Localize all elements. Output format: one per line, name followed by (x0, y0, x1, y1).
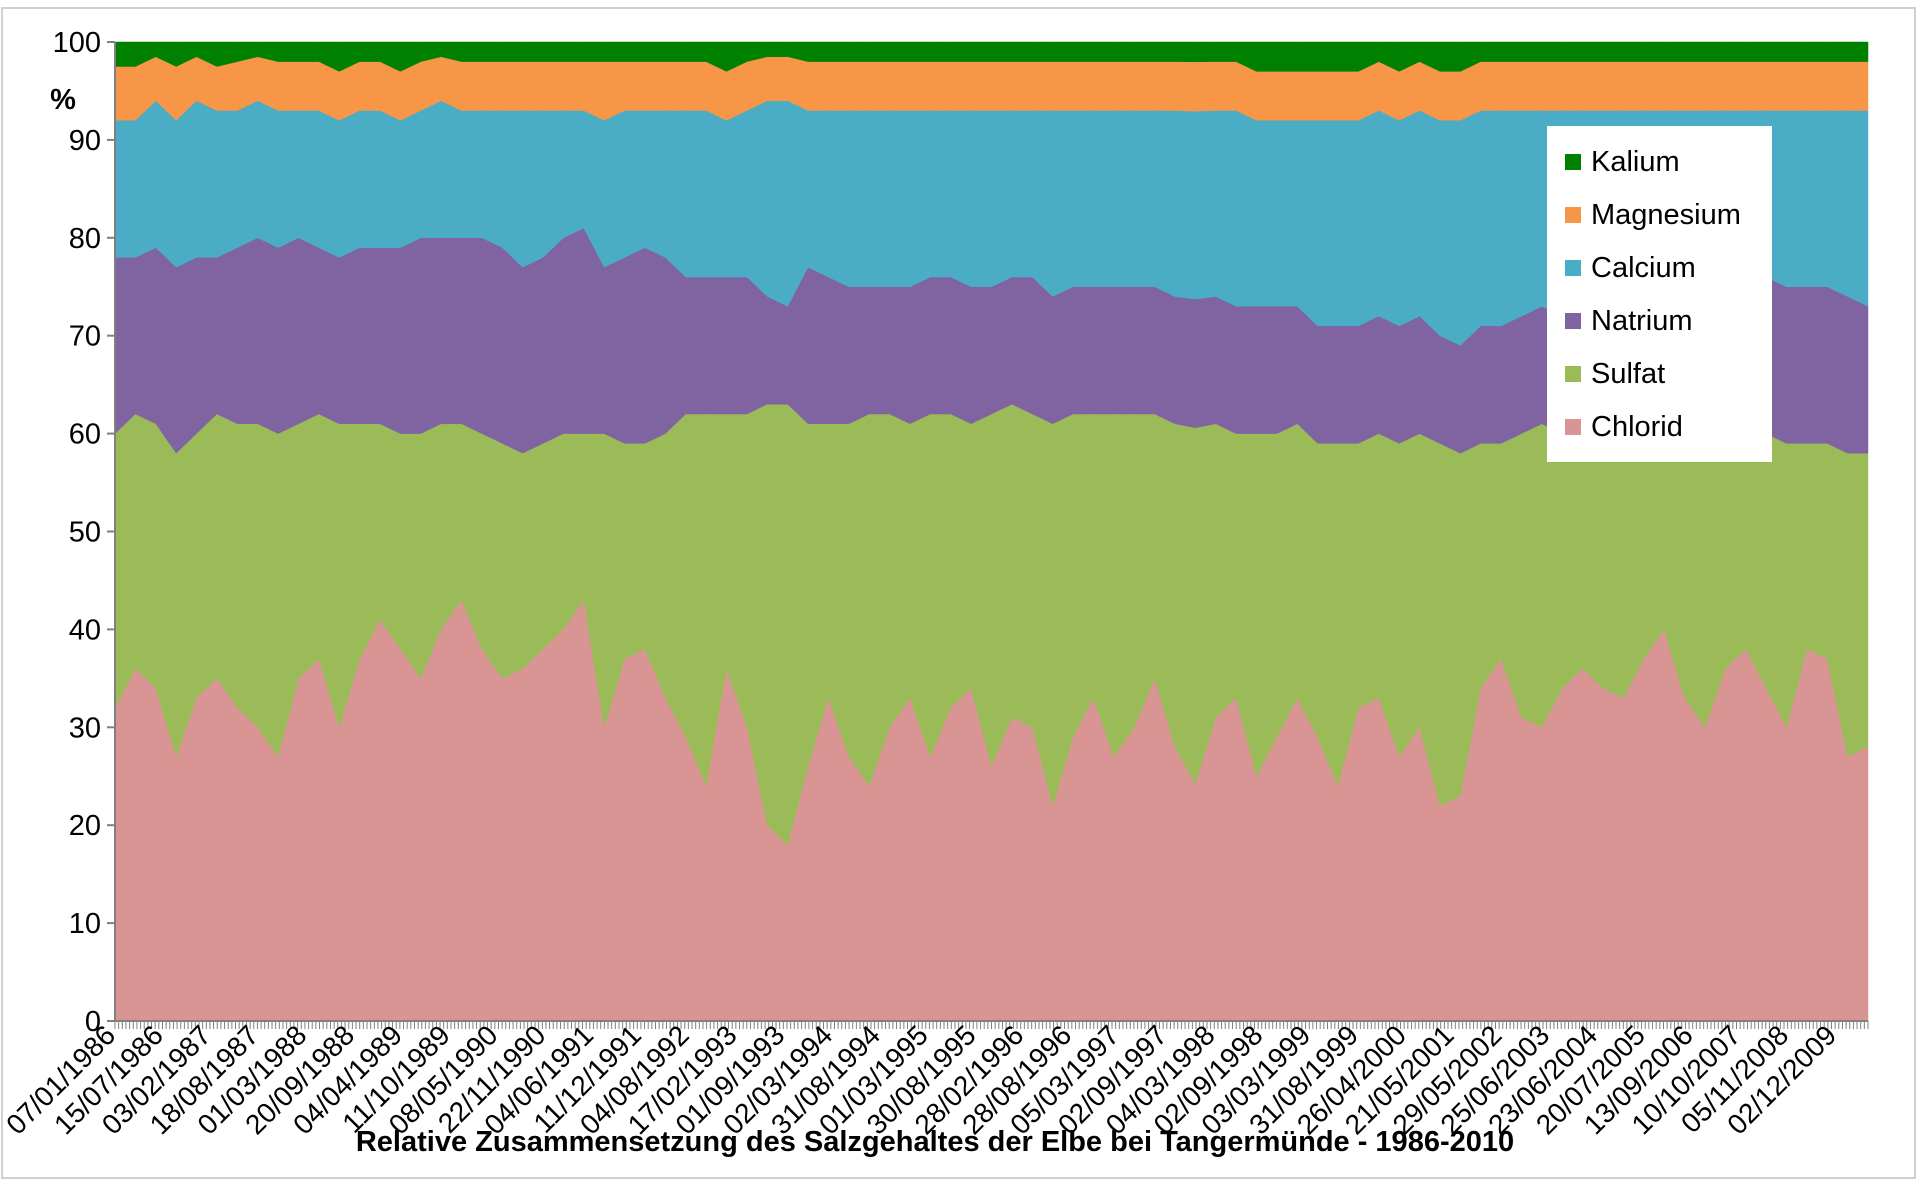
y-axis-label: % (50, 84, 76, 116)
y-tick-label: 40 (69, 614, 101, 646)
legend-label: Chlorid (1591, 410, 1683, 443)
legend-swatch (1565, 366, 1581, 382)
legend-item-magnesium: Magnesium (1565, 197, 1741, 233)
y-tick-label: 30 (69, 712, 101, 744)
legend: Kalium Magnesium Calcium Natrium Sulfat Chlor… (1547, 126, 1772, 462)
legend-item-natrium: Natrium (1565, 303, 1693, 339)
y-tick-label: 50 (69, 517, 101, 549)
legend-label: Magnesium (1591, 198, 1741, 231)
y-tick-label: 20 (69, 810, 101, 842)
y-tick-label: 60 (69, 419, 101, 451)
legend-swatch (1565, 154, 1581, 170)
y-tick-label: 70 (69, 321, 101, 353)
y-tick-label: 0 (85, 1006, 101, 1038)
y-tick-label: 80 (69, 223, 101, 255)
y-tick-label: 100 (53, 27, 101, 59)
legend-item-calcium: Calcium (1565, 250, 1696, 286)
x-tick-labels: 07/01/198615/07/198603/02/198718/08/1987… (0, 1019, 1842, 1140)
legend-swatch (1565, 313, 1581, 329)
y-tick-label: 90 (69, 125, 101, 157)
legend-label: Kalium (1591, 145, 1680, 178)
legend-label: Natrium (1591, 304, 1693, 337)
legend-item-kalium: Kalium (1565, 144, 1680, 180)
legend-item-sulfat: Sulfat (1565, 356, 1665, 392)
legend-swatch (1565, 419, 1581, 435)
y-tick-label: 10 (69, 908, 101, 940)
area-series-kalium (114, 41, 1869, 72)
legend-item-chlorid: Chlorid (1565, 409, 1683, 445)
legend-swatch (1565, 207, 1581, 223)
legend-label: Calcium (1591, 251, 1696, 284)
area-layers (114, 41, 1869, 1022)
legend-swatch (1565, 260, 1581, 276)
chart-title: Relative Zusammensetzung des Salzgehalte… (356, 1126, 1514, 1158)
axes: 0 10 20 30 40 50 60 70 80 90 100 (53, 27, 1869, 1038)
legend-label: Sulfat (1591, 357, 1666, 390)
